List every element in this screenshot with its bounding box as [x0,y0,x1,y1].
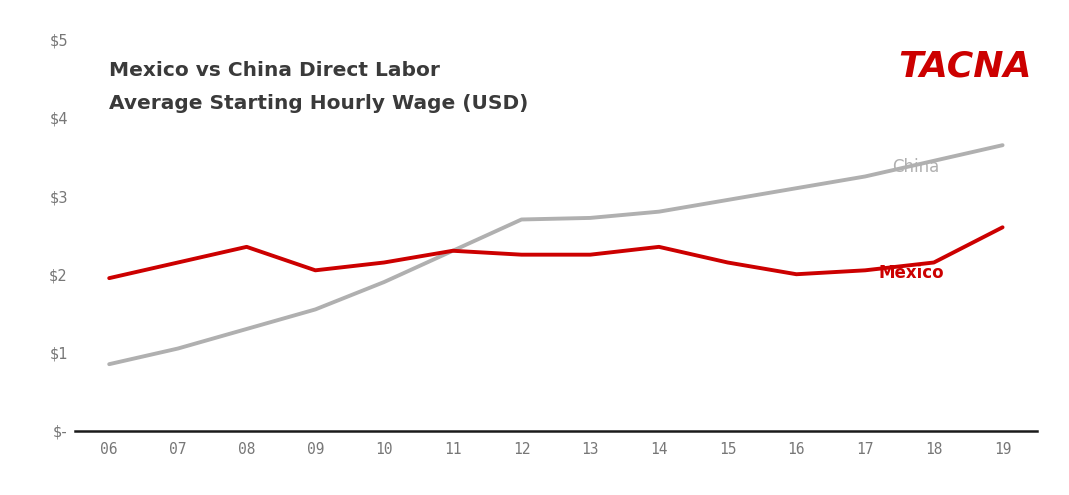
Text: Mexico vs China Direct Labor: Mexico vs China Direct Labor [109,61,440,81]
Text: Mexico: Mexico [879,264,945,282]
Text: TACNA: TACNA [898,50,1032,84]
Text: China: China [893,158,940,176]
Text: Average Starting Hourly Wage (USD): Average Starting Hourly Wage (USD) [109,95,528,113]
